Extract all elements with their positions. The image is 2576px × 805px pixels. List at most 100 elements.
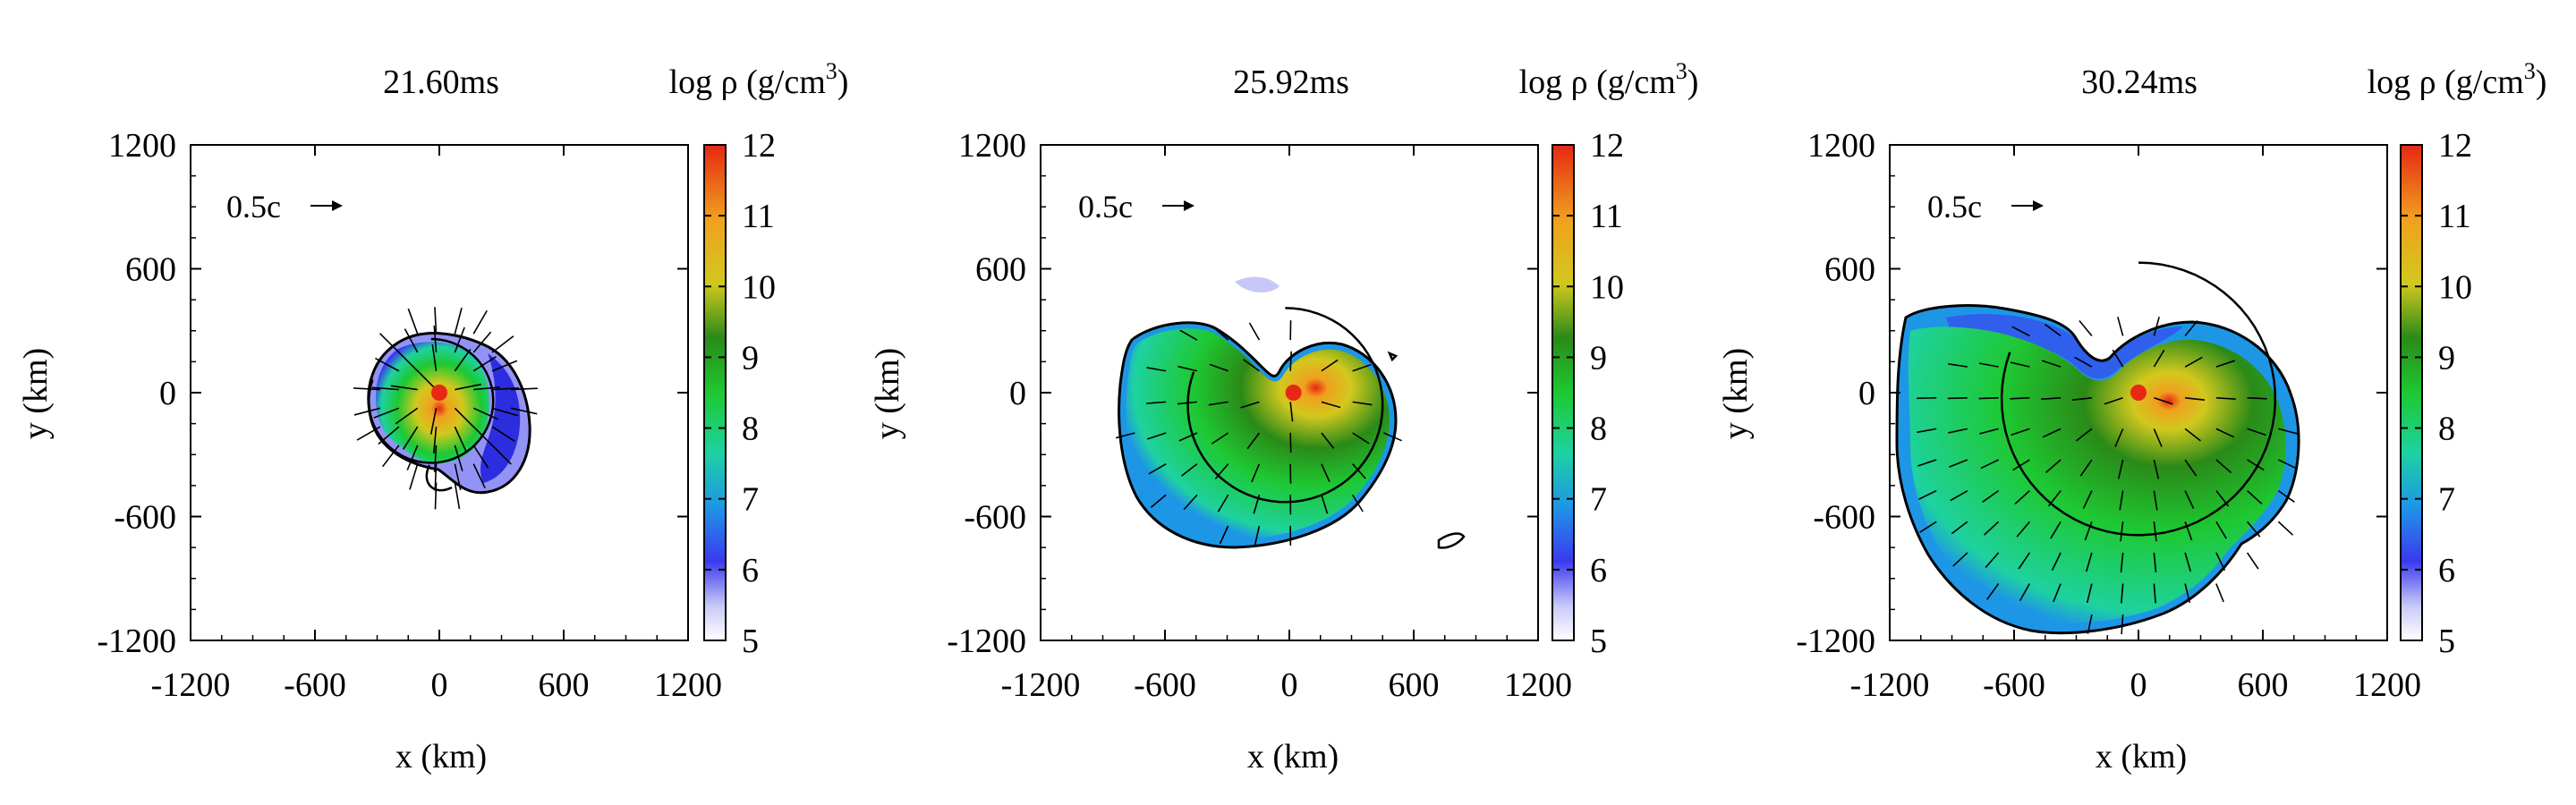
velocity-vector: [2215, 428, 2235, 438]
velocity-vector: [379, 333, 400, 353]
velocity-vector: [2012, 459, 2030, 471]
shock-front: [1186, 307, 1384, 504]
x-tick-label: 1200: [2353, 666, 2421, 704]
velocity-vector: [395, 407, 419, 425]
velocity-vector: [2215, 459, 2232, 474]
plot-axes: -1200 -600 0 600 1200 1200 600 0 -600 -1200: [947, 127, 1572, 704]
velocity-vector: [1952, 552, 1968, 567]
velocity-vector: [2051, 552, 2062, 572]
velocity-vector: [1208, 401, 1228, 406]
velocity-vector: [2153, 317, 2160, 336]
velocity-vector: [1321, 359, 1339, 372]
y-tick-label: 600: [125, 251, 176, 289]
y-tick-label: 0: [159, 375, 176, 412]
colorbar-label-main: log ρ (g/cm: [1519, 64, 1676, 101]
velocity-vector: [2153, 349, 2165, 368]
velocity-vector: [1983, 521, 2000, 536]
velocity-vector: [2215, 396, 2236, 401]
velocity-vector: [2247, 521, 2261, 538]
velocity-vector: [2153, 583, 2156, 604]
velocity-vector: [433, 427, 438, 454]
velocity-vector: [2085, 552, 2093, 572]
x-tick-label: 0: [2130, 666, 2147, 704]
colorbar-tick-label: 6: [742, 552, 759, 589]
velocity-vector: [381, 445, 400, 468]
colorbar-gradient: [2400, 144, 2423, 641]
velocity-vector: [1948, 428, 1968, 434]
velocity-vector: [2153, 552, 2157, 572]
velocity-vector: [473, 386, 501, 391]
velocity-vector: [2121, 583, 2124, 604]
velocity-vector: [404, 328, 419, 353]
velocity-vector: [375, 357, 400, 372]
velocity-vector: [454, 482, 461, 510]
velocity-vector: [416, 369, 438, 391]
y-tick-label: 1200: [1807, 127, 1875, 165]
velocity-vector: [472, 463, 486, 489]
velocity-vector: [429, 408, 438, 435]
velocity-vector: [2117, 459, 2124, 479]
velocity-vector: [373, 407, 400, 419]
velocity-vector: [472, 331, 492, 353]
velocity-vector: [510, 407, 538, 415]
colorbar-label: log ρ (g/cm3): [1519, 58, 1699, 101]
velocity-vector: [1289, 402, 1294, 422]
velocity-vector: [434, 482, 438, 510]
velocity-vector: [2184, 356, 2203, 368]
velocity-vector: [2184, 319, 2198, 337]
velocity-vector: [2215, 521, 2227, 539]
velocity-scale-label: 0.5c: [1927, 189, 1982, 225]
velocity-vector: [2247, 428, 2266, 436]
y-tick-label: 0: [1858, 375, 1875, 412]
x-axis-label: x (km): [2096, 738, 2187, 775]
velocity-vector: [1980, 459, 1999, 470]
colorbar-tick-label: 12: [2438, 127, 2472, 165]
velocity-vector: [434, 307, 438, 335]
colorbar-ticks: 12 11 10 9 8 7 6 5: [704, 127, 776, 660]
velocity-vector: [1240, 401, 1260, 409]
velocity-vector: [1917, 396, 1937, 400]
velocity-vector: [2153, 428, 2163, 447]
x-tick-label: 0: [431, 666, 448, 704]
colorbar-ticks: 12 11 10 9 8 7 6 5: [2401, 127, 2472, 660]
y-axis-label: y (km): [1717, 348, 1755, 439]
y-tick-label: 0: [1009, 375, 1026, 412]
velocity-scale-label: 0.5c: [1078, 189, 1133, 225]
velocity-vector: [1979, 428, 1999, 435]
velocity-vector: [2117, 317, 2124, 336]
x-tick-label: 1200: [1504, 666, 1572, 704]
colorbar-tick-label: 9: [742, 339, 759, 377]
velocity-vector: [510, 387, 538, 391]
velocity-vector: [2104, 397, 2123, 405]
velocity-vector: [2278, 428, 2298, 435]
velocity-vector: [1251, 463, 1261, 483]
velocity-vector: [2042, 360, 2062, 368]
y-tick-label: -600: [964, 499, 1026, 537]
velocity-vector: [1383, 432, 1402, 442]
colorbar-tick-label: 10: [2438, 268, 2472, 306]
velocity-vector: [2184, 428, 2201, 442]
velocity-vector: [1179, 329, 1198, 341]
velocity-vector: [2184, 490, 2195, 509]
velocity-vector: [1351, 494, 1364, 513]
ejecta-lobe-contour: [425, 464, 453, 492]
plot-axes: -1200 -600 0 600 1200 1200 600 0 -600 -1200: [1796, 127, 2421, 704]
x-tick-label: 1200: [654, 666, 722, 704]
velocity-vector: [2071, 396, 2092, 401]
velocity-vector: [1917, 428, 1937, 434]
velocity-vector: [2010, 361, 2030, 368]
velocity-vector: [2278, 459, 2297, 470]
y-tick-label: -1200: [947, 623, 1026, 660]
colorbar-tick-label: 9: [2438, 339, 2455, 377]
velocity-vector: [491, 426, 515, 443]
y-tick-label: -600: [114, 499, 176, 537]
velocity-vector: [2084, 521, 2093, 541]
density-core: [2130, 385, 2147, 401]
ejecta-boundary-contour: [1118, 321, 1398, 549]
velocity-vector: [1115, 432, 1135, 439]
colorbar-label-main: log ρ (g/cm: [669, 64, 826, 101]
colorbar-ticks: 12 11 10 9 8 7 6 5: [1552, 127, 1624, 660]
velocity-vector: [492, 386, 520, 391]
density-core: [431, 385, 447, 401]
colorbar-tick-label: 10: [742, 268, 776, 306]
